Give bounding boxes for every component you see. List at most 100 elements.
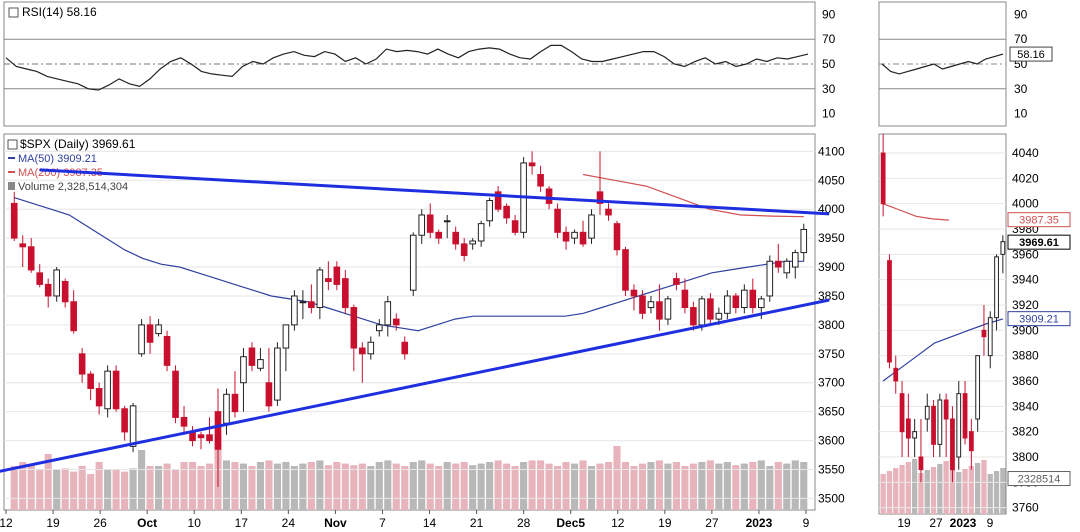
zoom-y-tick-3820: 3820 xyxy=(1012,425,1039,439)
volume-bar xyxy=(112,470,120,510)
candle xyxy=(622,249,629,291)
zoom-ma50-line xyxy=(882,318,1004,382)
price-y-tick-3500: 3500 xyxy=(818,491,845,505)
zoom-y-tick-3920: 3920 xyxy=(1012,298,1039,312)
x-tick-label-19: 19 xyxy=(46,516,60,530)
volume-bar xyxy=(70,471,78,510)
volume-bar xyxy=(188,462,197,510)
volume-bar xyxy=(749,462,757,510)
zoom-volume-bar xyxy=(981,460,987,514)
volume-bar xyxy=(655,460,664,510)
candle xyxy=(367,341,375,355)
candle xyxy=(741,289,748,309)
zoom-y-tick-4040: 4040 xyxy=(1012,146,1039,160)
price-y-tick-3550: 3550 xyxy=(818,463,845,477)
candle xyxy=(494,191,502,210)
zoom-volume-bar xyxy=(899,465,905,514)
candle xyxy=(562,231,570,242)
zoom-volume-bar xyxy=(918,473,924,514)
volume-bar xyxy=(197,466,205,510)
zoom-price-axis: 3760378038003820384038603880390039203940… xyxy=(897,146,1071,530)
volume-bar xyxy=(460,462,468,510)
zoom-candle xyxy=(1000,241,1006,255)
candle xyxy=(308,301,315,309)
candle xyxy=(44,283,52,297)
candle xyxy=(477,223,485,242)
zoom-rsi-y-tick-90: 90 xyxy=(1014,7,1028,21)
candle xyxy=(690,307,697,326)
zoom-candle xyxy=(899,393,905,433)
candle xyxy=(146,324,154,343)
candle xyxy=(758,298,765,309)
price-y-tick-3650: 3650 xyxy=(818,405,845,419)
main-volume-layer xyxy=(10,434,808,510)
volume-bar xyxy=(545,463,553,510)
zoom-candle xyxy=(975,355,981,420)
volume-legend: Volume 2,328,514,304 xyxy=(18,181,128,193)
candle xyxy=(418,214,426,236)
candle xyxy=(392,318,400,326)
volume-bar xyxy=(783,463,791,510)
zoom-candle xyxy=(981,329,987,338)
x-tick-label-9: 9 xyxy=(803,516,810,530)
volume-bar xyxy=(791,460,799,510)
rsi-y-tick-30: 30 xyxy=(822,82,836,96)
volume-bar xyxy=(570,463,579,510)
zoom-volume-bar xyxy=(930,467,937,514)
volume-bar xyxy=(87,474,95,510)
candle xyxy=(426,214,434,233)
x-tick-label-26: 26 xyxy=(93,516,107,530)
candle xyxy=(27,246,35,271)
candle xyxy=(333,266,341,285)
zoom-volume-bar xyxy=(962,469,968,514)
candle xyxy=(282,324,290,349)
volume-bar xyxy=(426,463,434,510)
volume-bar xyxy=(443,462,451,510)
volume-bar xyxy=(486,462,494,510)
zoom-rsi-value-label: 58.16 xyxy=(1017,49,1045,61)
price-y-tick-3900: 3900 xyxy=(818,260,845,274)
main-price-layer xyxy=(4,150,815,499)
zoom-volume-bar xyxy=(943,461,949,514)
volume-bar xyxy=(604,462,613,510)
volume-bar xyxy=(231,462,239,510)
zoom-value-tag-label: 2328514 xyxy=(1018,474,1061,486)
candle xyxy=(87,373,94,390)
zoom-y-tick-4000: 4000 xyxy=(1012,197,1039,211)
candle xyxy=(274,347,281,401)
volume-bar xyxy=(333,462,341,510)
rsi-line xyxy=(5,44,809,91)
zoom-y-tick-3800: 3800 xyxy=(1012,450,1039,464)
candle xyxy=(605,208,612,216)
volume-bar xyxy=(511,466,519,510)
volume-bar xyxy=(138,450,146,510)
zoom-volume-bar xyxy=(886,471,893,514)
volume-bar xyxy=(647,462,655,510)
zoom-candle xyxy=(962,393,968,439)
candle xyxy=(452,231,459,245)
candle xyxy=(409,234,417,291)
candle xyxy=(528,162,536,167)
zoom-volume-bar xyxy=(975,463,981,514)
zoom-volume-bar xyxy=(987,474,993,514)
volume-bar xyxy=(53,470,61,510)
candle xyxy=(724,295,731,314)
candle xyxy=(129,405,137,447)
x-tick-label-2023: 2023 xyxy=(746,516,773,530)
volume-bar xyxy=(621,462,630,510)
zoom-price-layer xyxy=(879,134,1006,509)
upper-trendline xyxy=(39,168,830,216)
zoom-volume-bar xyxy=(968,466,974,514)
volume-bar xyxy=(723,462,731,510)
candle xyxy=(732,295,740,309)
price-y-tick-3750: 3750 xyxy=(818,347,845,361)
volume-bar xyxy=(418,460,426,510)
zoom-rsi-value-tag xyxy=(1009,46,1053,62)
volume-legend-swatch xyxy=(8,182,15,190)
zoom-y-tick-3860: 3860 xyxy=(1012,374,1039,388)
zoom-candle xyxy=(994,256,999,319)
ma50-legend: MA(50) 3909.21 xyxy=(18,153,97,165)
zoom-x-tick-label-27: 27 xyxy=(929,516,943,530)
candle xyxy=(299,301,307,304)
